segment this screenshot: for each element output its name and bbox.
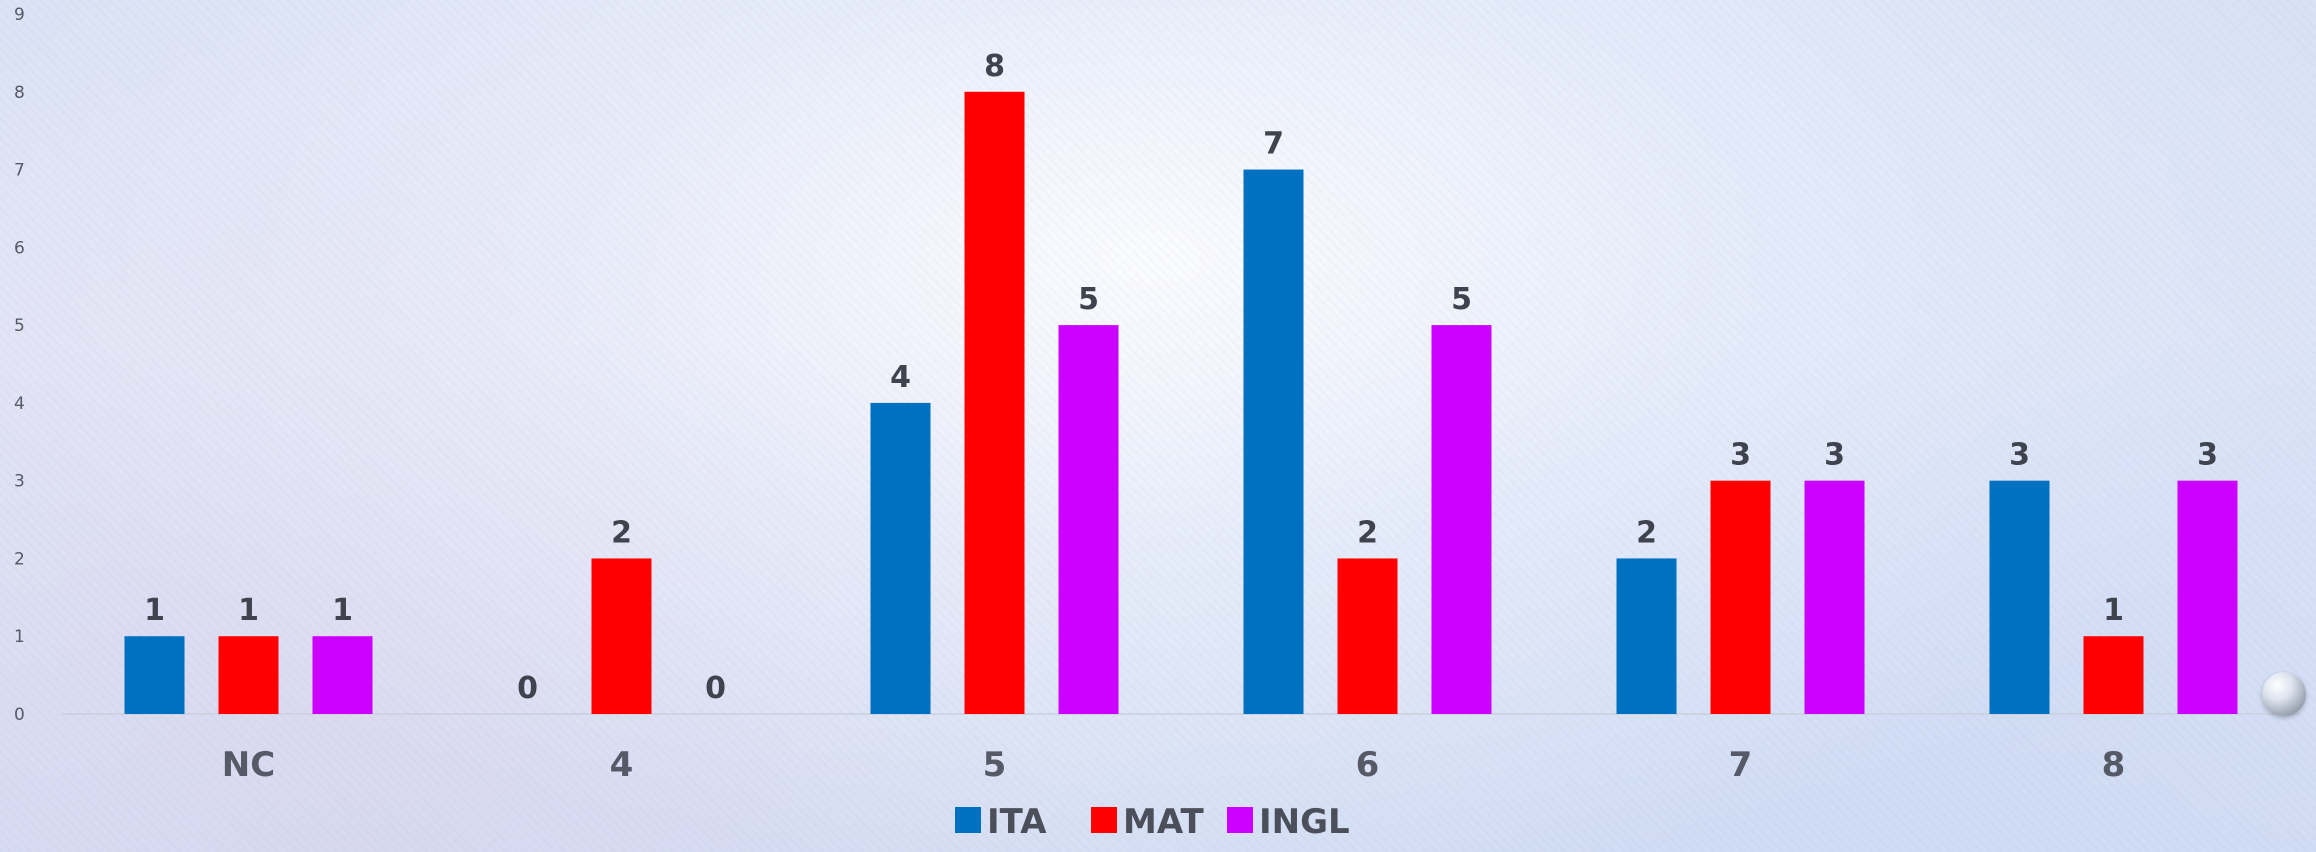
bar-ingl-7 [1804,480,1865,714]
legend-swatch-ingl [1227,807,1253,833]
y-tick-label: 2 [14,549,25,569]
data-label: 2 [611,515,632,550]
bar-ingl-nc [312,636,373,714]
data-label: 1 [332,593,353,628]
data-label: 2 [1357,515,1378,550]
data-label: 0 [705,671,726,706]
bar-ita-7 [1616,558,1677,714]
y-tick-label: 7 [14,161,25,181]
data-label: 8 [984,49,1005,84]
data-label: 2 [1636,515,1657,550]
legend-label-ita: ITA [987,802,1047,842]
legend-label-ingl: INGL [1259,802,1350,842]
data-label: 1 [238,593,259,628]
y-tick-label: 0 [14,705,25,725]
bar-ingl-6 [1431,325,1492,714]
corner-orb-icon [2262,672,2306,716]
y-tick-label: 5 [14,316,25,336]
x-tick-label: 5 [983,745,1007,785]
bar-ita-6 [1243,169,1304,715]
data-label: 3 [2197,438,2218,473]
bars-layer [124,91,2238,715]
bar-ingl-5 [1058,325,1119,714]
data-label: 1 [144,593,165,628]
y-axis: 0 1 2 3 4 5 6 7 8 9 [14,5,25,725]
y-tick-label: 3 [14,472,25,492]
y-tick-label: 6 [14,238,25,258]
data-label: 3 [2009,438,2030,473]
bar-ingl-8 [2177,480,2238,714]
legend-label-mat: MAT [1123,802,1205,842]
legend-swatch-mat [1091,807,1117,833]
bar-mat-4 [591,558,652,714]
data-label: 0 [517,671,538,706]
bar-ita-5 [870,402,931,714]
data-label: 4 [890,360,911,395]
x-axis: NC 4 5 6 7 8 [222,745,2126,785]
bar-mat-6 [1337,558,1398,714]
x-tick-label: NC [222,745,275,785]
bar-mat-5 [964,91,1025,715]
data-label: 3 [1824,438,1845,473]
bar-ita-nc [124,636,185,714]
data-label: 3 [1730,438,1751,473]
data-label: 5 [1078,282,1099,317]
data-label: 7 [1263,127,1284,162]
y-tick-label: 8 [14,83,25,103]
y-tick-label: 9 [14,5,25,25]
x-tick-label: 8 [2102,745,2126,785]
legend: ITA MAT INGL [955,802,1350,842]
legend-swatch-ita [955,807,981,833]
y-tick-label: 4 [14,394,25,414]
y-tick-label: 1 [14,627,25,647]
x-tick-label: 7 [1729,745,1753,785]
x-tick-label: 6 [1356,745,1380,785]
bar-ita-8 [1989,480,2050,714]
bar-mat-nc [218,636,279,714]
bar-mat-7 [1710,480,1771,714]
data-labels-layer: 1 1 1 0 2 0 4 8 5 7 2 5 2 3 3 3 1 3 [144,49,2218,706]
data-label: 1 [2103,593,2124,628]
bar-mat-8 [2083,636,2144,714]
x-tick-label: 4 [610,745,634,785]
data-label: 5 [1451,282,1472,317]
